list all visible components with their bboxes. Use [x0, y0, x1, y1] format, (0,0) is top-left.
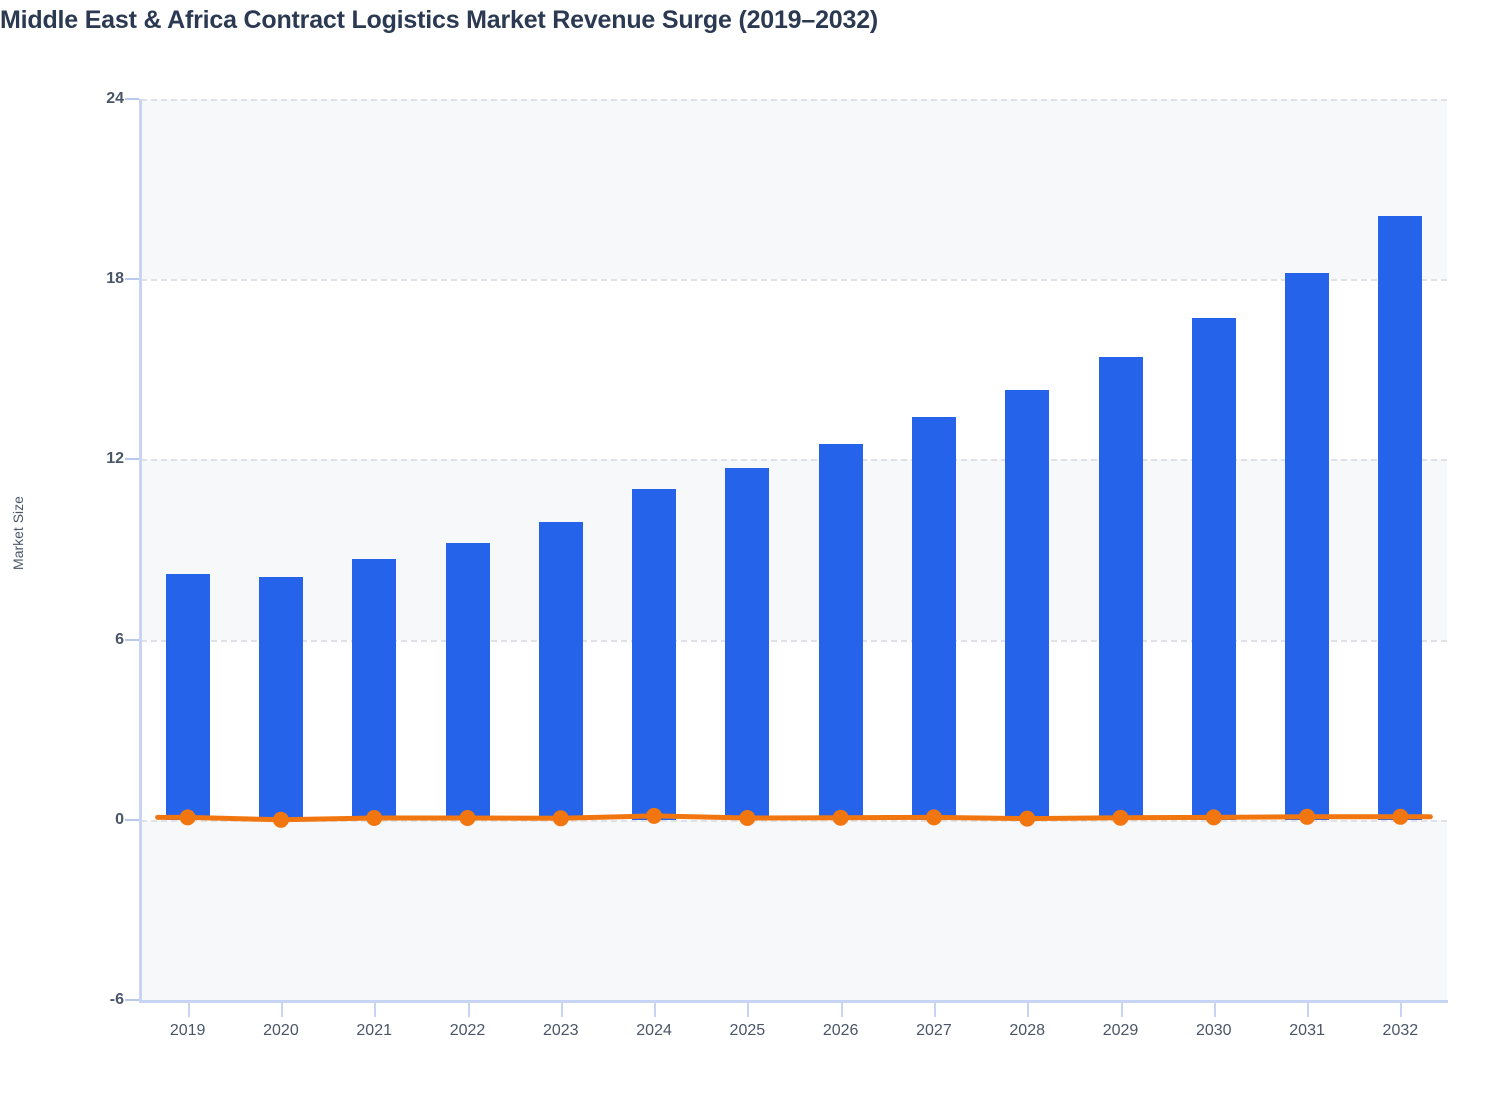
x-tick-mark [374, 1003, 377, 1017]
plot-background-band [141, 99, 1447, 280]
x-tick-mark [1027, 1003, 1030, 1017]
y-tick-label: 6 [115, 630, 124, 648]
x-tick-label: 2028 [1009, 1022, 1045, 1039]
y-axis-line [139, 99, 142, 1002]
bar-2031[interactable] [1285, 273, 1330, 820]
bar-2020[interactable] [258, 576, 303, 820]
gridline-y-0 [141, 819, 1447, 822]
plot-background-band [141, 819, 1447, 1000]
y-tick-mark [125, 98, 139, 100]
y-tick-label: 18 [106, 270, 124, 288]
x-tick-mark [280, 1003, 283, 1017]
x-tick-mark [1213, 1003, 1216, 1017]
bar-2025[interactable] [725, 468, 770, 820]
gridline-y-6 [141, 639, 1447, 642]
bar-2024[interactable] [632, 489, 677, 820]
bar-2030[interactable] [1191, 318, 1236, 820]
y-tick-mark [125, 999, 139, 1001]
bar-2027[interactable] [911, 417, 956, 820]
x-tick-mark [840, 1003, 843, 1017]
bar-2028[interactable] [1005, 390, 1050, 820]
y-tick-label: 12 [106, 450, 124, 468]
x-tick-label: 2021 [356, 1022, 392, 1039]
bar-2019[interactable] [165, 573, 210, 820]
x-tick-mark [654, 1003, 657, 1017]
x-tick-mark [560, 1003, 563, 1017]
bar-2029[interactable] [1098, 357, 1143, 820]
x-tick-label: 2025 [729, 1022, 766, 1039]
x-tick-label: 2020 [263, 1022, 299, 1039]
y-tick-label: 0 [115, 810, 124, 828]
x-tick-label: 2027 [916, 1022, 952, 1039]
y-axis-title: Market Size [10, 496, 26, 570]
gridline-y-24 [141, 99, 1447, 101]
x-tick-label: 2030 [1195, 1022, 1232, 1039]
x-tick-mark [1120, 1003, 1123, 1017]
y-tick-mark [125, 278, 139, 281]
x-tick-mark [933, 1003, 936, 1017]
bar-2032[interactable] [1378, 216, 1423, 820]
y-tick-mark [125, 638, 139, 641]
x-tick-mark [187, 1003, 190, 1017]
plot-area [141, 99, 1447, 1002]
x-tick-label: 2026 [822, 1022, 859, 1039]
x-tick-label: 2031 [1289, 1022, 1325, 1039]
x-tick-label: 2032 [1382, 1022, 1419, 1039]
x-tick-label: 2019 [169, 1022, 206, 1039]
page-title: Middle East & Africa Contract Logistics … [0, 6, 879, 34]
bar-2021[interactable] [352, 558, 397, 820]
y-tick-mark [125, 458, 139, 461]
x-tick-label: 2022 [449, 1022, 486, 1039]
x-tick-mark [747, 1003, 750, 1017]
bar-2023[interactable] [538, 522, 583, 820]
x-tick-mark [1400, 1003, 1403, 1017]
y-tick-mark [125, 818, 139, 821]
x-tick-mark [467, 1003, 470, 1017]
y-tick-label: 24 [106, 90, 124, 107]
x-tick-label: 2023 [542, 1022, 579, 1039]
bar-2022[interactable] [445, 543, 490, 820]
y-tick-label: -6 [109, 991, 124, 1008]
gridline-y-12 [141, 459, 1447, 462]
plot-background-band [141, 459, 1447, 640]
x-tick-label: 2029 [1102, 1022, 1139, 1039]
bar-2026[interactable] [818, 444, 863, 820]
x-tick-label: 2024 [636, 1022, 672, 1039]
x-axis-line [139, 1000, 1448, 1003]
gridline-y-18 [141, 279, 1447, 282]
x-tick-mark [1307, 1003, 1310, 1017]
